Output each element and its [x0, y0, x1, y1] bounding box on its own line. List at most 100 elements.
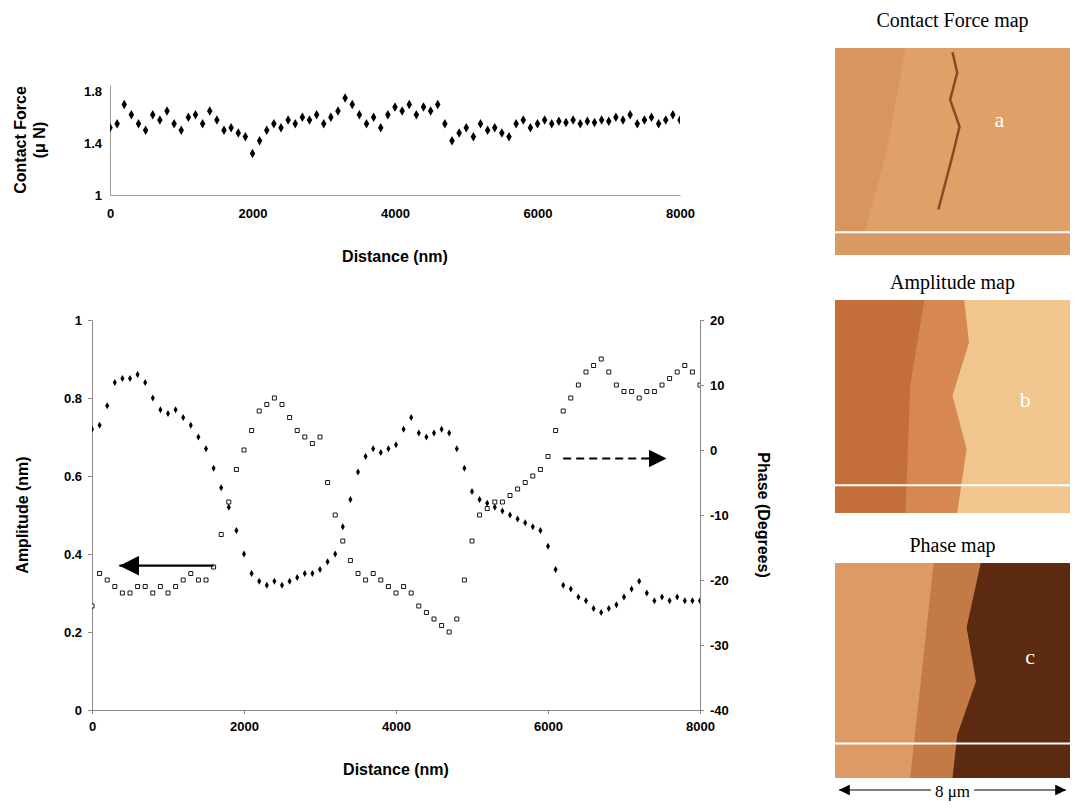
point — [280, 582, 284, 589]
point — [513, 119, 518, 128]
point — [328, 113, 333, 122]
point — [606, 116, 611, 125]
y-axis: 1 1.4 1.8 — [84, 84, 111, 203]
point — [257, 409, 261, 413]
point — [614, 601, 618, 608]
point — [257, 136, 262, 145]
y-axis-tick: 0.2 — [64, 625, 92, 640]
map-image — [835, 563, 934, 778]
point — [506, 132, 511, 141]
point — [264, 126, 269, 135]
point — [622, 390, 626, 394]
point — [394, 591, 398, 595]
arrow-to-left-axis — [119, 565, 213, 567]
point — [683, 364, 687, 368]
point — [386, 445, 390, 452]
point — [402, 426, 406, 433]
point — [642, 115, 647, 124]
point — [166, 410, 170, 417]
map-letter: a — [995, 107, 1005, 132]
x-axis-tick-label: 6000 — [524, 206, 553, 221]
point — [122, 100, 127, 109]
y2-axis-tick: 0 — [700, 443, 717, 458]
y2-axis-tick-mark — [700, 515, 704, 516]
point — [288, 578, 292, 585]
point — [523, 519, 527, 526]
point — [129, 110, 134, 119]
point — [464, 123, 469, 132]
point — [186, 113, 191, 122]
point — [675, 593, 679, 600]
point — [630, 586, 634, 593]
y-axis-title-line: (μ N) — [31, 122, 48, 158]
point — [635, 119, 640, 128]
point — [531, 523, 535, 530]
point — [698, 597, 700, 604]
y-axis-tick-label: 1 — [75, 313, 82, 328]
point — [234, 468, 238, 472]
point — [447, 630, 451, 634]
point — [227, 500, 231, 504]
point — [221, 126, 226, 135]
point — [272, 396, 276, 400]
point — [656, 119, 661, 128]
x-axis-tick: 0 — [89, 710, 96, 734]
point — [357, 110, 362, 119]
map-feature — [938, 52, 959, 209]
y-axis-tick-mark — [88, 632, 92, 633]
x-axis-tick-label: 2000 — [239, 206, 268, 221]
map-title: Contact Force map — [876, 9, 1028, 32]
x-axis-tick: 4000 — [381, 195, 410, 221]
point — [569, 396, 573, 400]
point — [341, 523, 345, 530]
map-image — [835, 563, 1070, 778]
x-axis: 02000400060008000 — [89, 710, 715, 734]
point — [508, 512, 512, 519]
y2-axis-tick-mark — [700, 580, 704, 581]
point — [250, 570, 254, 577]
y2-axis-tick-label: -20 — [710, 573, 729, 588]
y2-axis-tick-label: -10 — [710, 508, 729, 523]
map-panel: Contact Force map a — [835, 9, 1070, 255]
x-axis-tick: 2000 — [230, 710, 259, 734]
point — [407, 100, 412, 109]
y-axis-tick-label: 1.4 — [84, 136, 103, 151]
point — [538, 468, 542, 472]
point — [98, 572, 102, 576]
point — [417, 604, 421, 608]
point — [143, 126, 148, 135]
point — [280, 403, 284, 407]
y2-axis: -40-30-20-1001020 — [700, 313, 729, 718]
y-axis-tick: 1 — [75, 313, 92, 328]
map-profile-line — [835, 231, 1070, 233]
x-axis-tick-label: 0 — [107, 206, 114, 221]
point — [174, 585, 178, 589]
point — [318, 435, 322, 439]
point — [409, 591, 413, 595]
point — [295, 429, 299, 433]
point — [663, 115, 668, 124]
point — [570, 115, 575, 124]
point — [151, 591, 155, 595]
x-axis-tick: 2000 — [239, 195, 268, 221]
point — [105, 578, 109, 582]
point — [592, 118, 597, 127]
point — [212, 465, 216, 472]
map-image — [835, 232, 1070, 255]
point — [660, 593, 664, 600]
point — [470, 488, 474, 495]
point — [303, 570, 307, 577]
y-axis-tick: 1.8 — [84, 84, 110, 99]
y-axis-tick: 1 — [95, 188, 110, 203]
point — [462, 578, 466, 582]
point — [660, 383, 664, 387]
point — [128, 375, 132, 382]
point — [136, 585, 140, 589]
y-axis-tick: 0.4 — [64, 547, 92, 562]
y-axis-tick-label: 0.8 — [64, 391, 82, 406]
point — [181, 578, 185, 582]
point — [668, 597, 672, 604]
point — [378, 123, 383, 132]
map-letter: c — [1025, 644, 1035, 669]
y2-axis-tick-label: -30 — [710, 638, 729, 653]
